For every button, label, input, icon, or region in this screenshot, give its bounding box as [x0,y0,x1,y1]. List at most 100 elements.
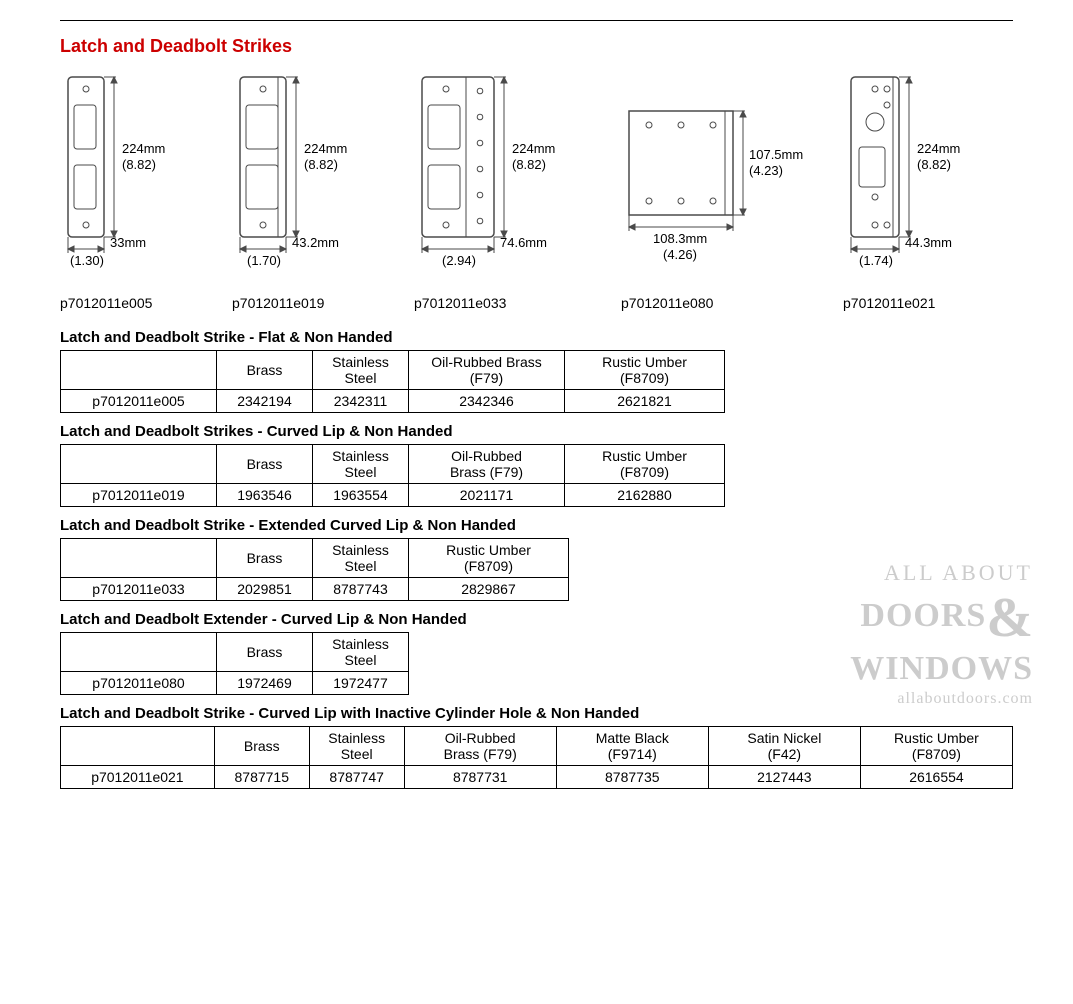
diagram-svg: 224mm(8.82) 44.3mm (1.74) [843,71,1003,291]
table-header: Rustic Umber(F8709) [860,727,1012,766]
table-cell: p7012011e021 [61,766,215,789]
table-row: p7012011e08019724691972477 [61,672,409,695]
table-row: p7012011e033202985187877432829867 [61,578,569,601]
svg-text:108.3mm: 108.3mm [653,231,707,246]
table-cell: 8787715 [214,766,309,789]
diagram-partnum: p7012011e019 [232,295,392,311]
table-cell: 2127443 [708,766,860,789]
svg-text:43.2mm: 43.2mm [292,235,339,250]
data-table: BrassStainlessSteelOil-RubbedBrass (F79)… [60,444,725,507]
diagram-partnum: p7012011e005 [60,295,210,311]
section-title: Latch and Deadbolt Strike - Extended Cur… [60,517,1013,534]
svg-text:224mm: 224mm [917,141,960,156]
table-cell: 8787743 [313,578,409,601]
section-title: Latch and Deadbolt Strike - Curved Lip w… [60,705,1013,722]
section-title: Latch and Deadbolt Strikes - Curved Lip … [60,423,1013,440]
table-header: StainlessSteel [313,633,409,672]
table-cell: 1972469 [217,672,313,695]
table-header: Brass [217,351,313,390]
diagram-block: 224mm(8.82) 43.2mm (1.70) p7012011e019 [232,71,392,311]
table-header [61,539,217,578]
table-header: Brass [217,539,313,578]
table-cell: 2342194 [217,390,313,413]
table-cell: p7012011e080 [61,672,217,695]
table-cell: 2162880 [565,484,725,507]
table-header: Satin Nickel(F42) [708,727,860,766]
svg-text:(4.26): (4.26) [663,247,697,262]
table-cell: 1963554 [313,484,409,507]
svg-text:(4.23): (4.23) [749,163,783,178]
table-cell: 1972477 [313,672,409,695]
table-header: StainlessSteel [313,445,409,484]
svg-text:33mm: 33mm [110,235,146,250]
table-cell: 1963546 [217,484,313,507]
diagram-block: 107.5mm(4.23) 108.3mm(4.26) p7012011e080 [621,71,821,311]
svg-text:224mm: 224mm [304,141,347,156]
diagrams-row: 224mm(8.82)33mm(1.30)p7012011e005224mm(8… [60,71,1013,311]
svg-text:(8.82): (8.82) [917,157,951,172]
table-header [61,351,217,390]
table-cell: 2342346 [409,390,565,413]
diagram-block: 224mm(8.82) 74.6mm (2.94) p7012011e033 [414,71,599,311]
table-header [61,445,217,484]
diagram-block: 224mm(8.82) 44.3mm (1.74) p7012011e021 [843,71,1003,311]
data-table: BrassStainlessSteelOil-RubbedBrass (F79)… [60,726,1013,789]
section-title: Latch and Deadbolt Extender - Curved Lip… [60,611,1013,628]
diagram-partnum: p7012011e033 [414,295,599,311]
data-table: BrassStainlessSteelRustic Umber(F8709)p7… [60,538,569,601]
table-header [61,727,215,766]
table-cell: 8787747 [309,766,404,789]
svg-text:(1.74): (1.74) [859,253,893,268]
table-header: StainlessSteel [309,727,404,766]
table-header: StainlessSteel [313,539,409,578]
diagram-svg: 224mm(8.82) 74.6mm (2.94) [414,71,599,291]
table-row: p7012011e0052342194234231123423462621821 [61,390,725,413]
diagram-svg: 107.5mm(4.23) 108.3mm(4.26) [621,71,821,291]
table-header: Brass [214,727,309,766]
svg-text:(8.82): (8.82) [122,157,156,172]
table-header [61,633,217,672]
table-cell: 2829867 [409,578,569,601]
data-table: BrassStainlessSteelp7012011e080197246919… [60,632,409,695]
table-header: Oil-RubbedBrass (F79) [404,727,556,766]
table-cell: 2621821 [565,390,725,413]
svg-text:224mm: 224mm [122,141,165,156]
diagram-svg: 224mm(8.82) 33mm (1.30) [60,71,210,291]
table-cell: p7012011e033 [61,578,217,601]
top-rule [60,20,1013,21]
table-header: Matte Black(F9714) [556,727,708,766]
diagram-svg: 224mm(8.82) 43.2mm (1.70) [232,71,392,291]
tables-container: Latch and Deadbolt Strike - Flat & Non H… [60,329,1013,789]
diagram-block: 224mm(8.82) 33mm (1.30) p7012011e005 [60,71,210,311]
table-cell: 8787735 [556,766,708,789]
table-cell: 2021171 [409,484,565,507]
table-cell: 2616554 [860,766,1012,789]
table-header: Oil-Rubbed Brass(F79) [409,351,565,390]
svg-text:107.5mm: 107.5mm [749,147,803,162]
table-cell: 2029851 [217,578,313,601]
svg-text:44.3mm: 44.3mm [905,235,952,250]
data-table: BrassStainlessSteelOil-Rubbed Brass(F79)… [60,350,725,413]
diagram-partnum: p7012011e080 [621,295,821,311]
table-header: Rustic Umber(F8709) [409,539,569,578]
table-cell: p7012011e005 [61,390,217,413]
svg-text:224mm: 224mm [512,141,555,156]
table-header: Rustic Umber(F8709) [565,445,725,484]
table-row: p7012011e0218787715878774787877318787735… [61,766,1013,789]
svg-text:74.6mm: 74.6mm [500,235,547,250]
svg-text:(1.70): (1.70) [247,253,281,268]
table-header: Oil-RubbedBrass (F79) [409,445,565,484]
svg-text:(1.30): (1.30) [70,253,104,268]
table-header: Rustic Umber(F8709) [565,351,725,390]
table-cell: 2342311 [313,390,409,413]
page-title: Latch and Deadbolt Strikes [60,36,1013,57]
svg-text:(8.82): (8.82) [304,157,338,172]
svg-text:(8.82): (8.82) [512,157,546,172]
table-row: p7012011e0191963546196355420211712162880 [61,484,725,507]
table-header: Brass [217,445,313,484]
table-header: StainlessSteel [313,351,409,390]
section-title: Latch and Deadbolt Strike - Flat & Non H… [60,329,1013,346]
diagram-partnum: p7012011e021 [843,295,1003,311]
svg-text:(2.94): (2.94) [442,253,476,268]
table-cell: 8787731 [404,766,556,789]
